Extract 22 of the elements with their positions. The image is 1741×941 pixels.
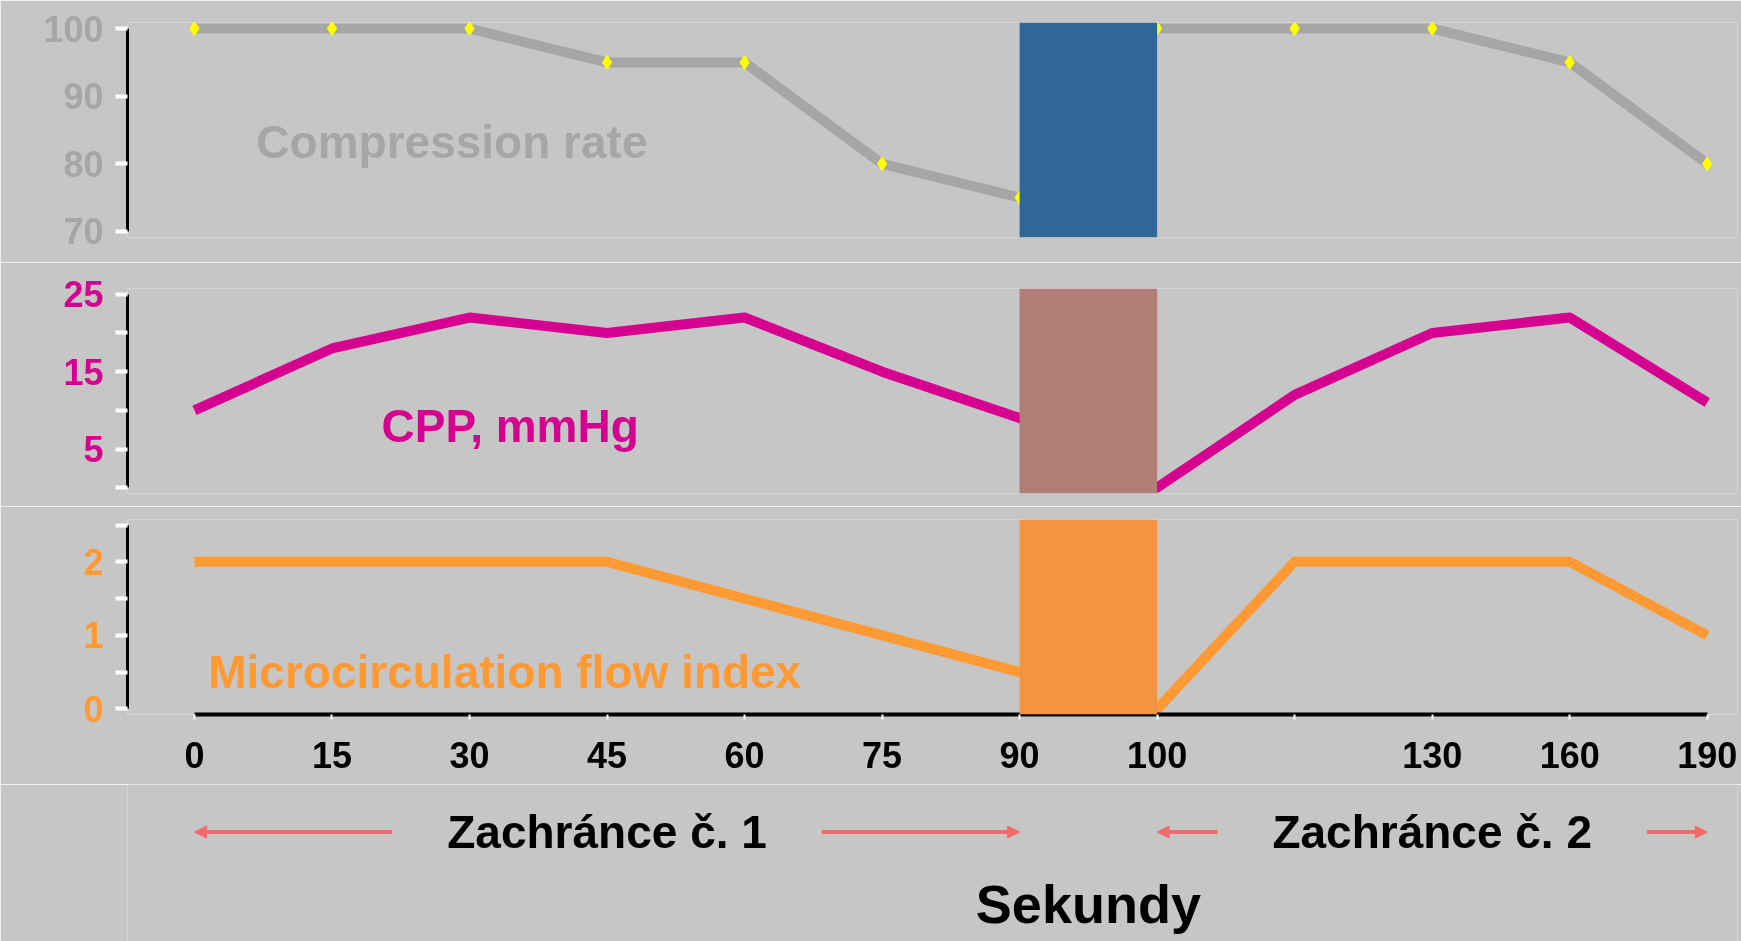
x-tick-label: 75 bbox=[862, 734, 903, 776]
x-tick-label: 130 bbox=[1402, 734, 1463, 776]
x-tick-label: 0 bbox=[184, 734, 205, 776]
series-label: Microcirculation flow index bbox=[208, 646, 802, 699]
y-tick-label: 25 bbox=[63, 274, 104, 316]
x-axis-title: Sekundy bbox=[975, 873, 1201, 934]
text: Zachránce č. 1 bbox=[447, 806, 767, 859]
y-tick-label: 2 bbox=[83, 541, 104, 583]
x-tick-label: 190 bbox=[1677, 734, 1738, 776]
y-tick-label: 5 bbox=[83, 429, 104, 471]
x-tick-label: 30 bbox=[449, 734, 490, 776]
x-tick-label: 90 bbox=[999, 734, 1040, 776]
x-tick-label: 100 bbox=[1127, 734, 1188, 776]
series-label: CPP, mmHg bbox=[381, 399, 639, 452]
x-tick-label: 15 bbox=[311, 734, 353, 776]
y-tick-label: 15 bbox=[63, 351, 104, 393]
y-tick-label: 1 bbox=[83, 615, 104, 657]
x-tick-label: 160 bbox=[1539, 734, 1600, 776]
text: Zachránce č. 2 bbox=[1272, 806, 1593, 859]
x-tick-label: 45 bbox=[587, 734, 628, 776]
x-tick-label: 60 bbox=[724, 734, 765, 776]
y-tick-label: 0 bbox=[83, 688, 104, 730]
